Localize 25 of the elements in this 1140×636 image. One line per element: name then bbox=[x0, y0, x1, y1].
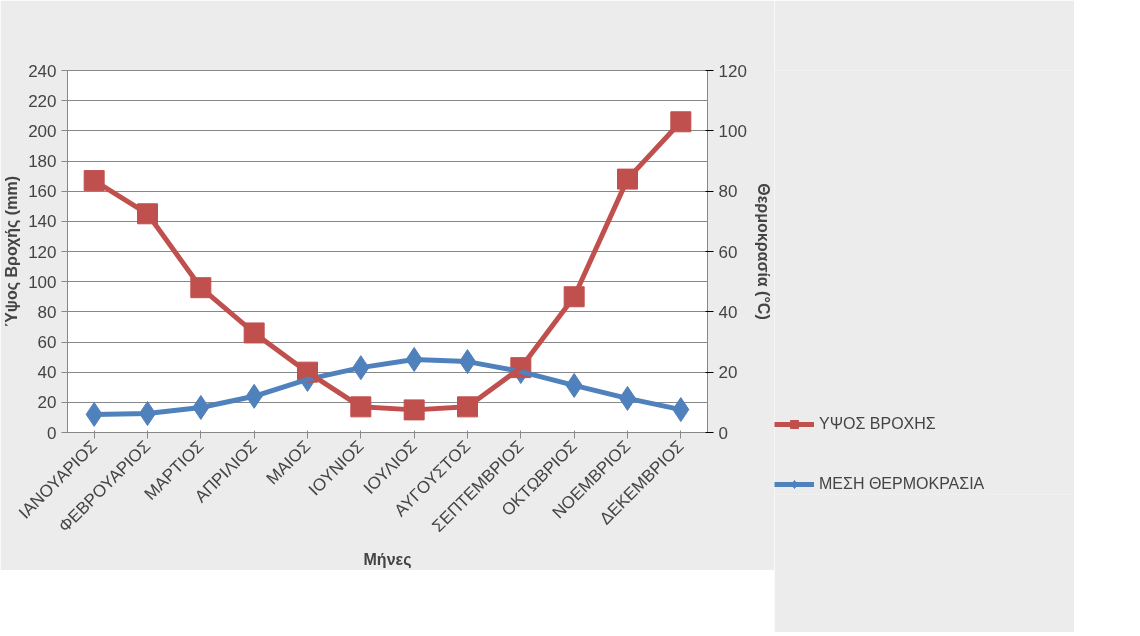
y2-tick-label: 100 bbox=[718, 121, 747, 141]
y-axis-title: Ύψος Βροχής (mm) bbox=[3, 176, 22, 327]
y-tick-label: 160 bbox=[28, 182, 57, 202]
y2-tick-label: 0 bbox=[718, 423, 728, 443]
y-tick-label: 220 bbox=[28, 91, 57, 111]
y-tick-label: 40 bbox=[37, 363, 57, 383]
y-tick-label: 60 bbox=[37, 333, 57, 352]
y2-axis-title: Θερμοκρασία (°C) bbox=[754, 183, 772, 320]
y2-tick-label: 60 bbox=[718, 242, 738, 262]
y-tick-label: 0 bbox=[47, 423, 57, 443]
x-axis-title: Μήνες bbox=[363, 550, 412, 569]
y2-tick-label: 120 bbox=[718, 61, 747, 81]
y-tick-label: 180 bbox=[28, 152, 57, 171]
y-tick-label: 140 bbox=[28, 212, 57, 232]
legend-label: ΥΨΟΣ ΒΡΟΧΗΣ bbox=[819, 415, 936, 433]
y-tick-label: 200 bbox=[28, 121, 57, 141]
y2-tick-label: 80 bbox=[718, 182, 738, 202]
legend-label: ΜΕΣΗ ΘΕΡΜΟΚΡΑΣΙΑ bbox=[819, 475, 985, 493]
y-tick-label: 100 bbox=[28, 272, 57, 292]
y2-tick-label: 40 bbox=[718, 302, 738, 322]
y-tick-label: 20 bbox=[37, 393, 57, 413]
y-tick-label: 240 bbox=[28, 61, 57, 81]
y-tick-label: 120 bbox=[28, 242, 57, 262]
y-tick-label: 80 bbox=[37, 302, 57, 322]
y2-tick-label: 20 bbox=[718, 363, 738, 383]
